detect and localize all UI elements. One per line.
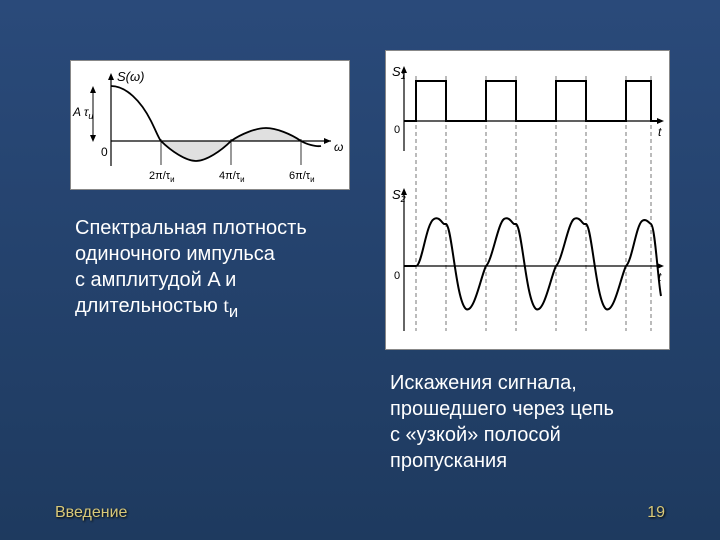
caption-left-line-3: длительностью — [75, 295, 223, 317]
page-number: 19 — [647, 504, 665, 522]
origin-label: 0 — [101, 145, 108, 159]
caption-right-line-1: прошедшего через цепь — [390, 398, 614, 420]
caption-left-line-2: с амплитудой A и — [75, 269, 236, 291]
signals-svg: S1 0 t S2 0 t — [386, 51, 671, 351]
caption-right-line-2: с «узкой» полосой — [390, 424, 561, 446]
caption-right: Искажения сигнала, прошедшего через цепь… — [390, 370, 680, 474]
xtick-0: 2π/τи — [149, 170, 175, 184]
xtick-1: 4π/τи — [219, 170, 245, 184]
amplitude-label: A τи — [72, 105, 93, 121]
s2-origin: 0 — [394, 270, 400, 282]
signal-distortion-diagram: S1 0 t S2 0 t — [385, 50, 670, 350]
footer-title: Введение — [55, 504, 127, 522]
spectral-y-label: S(ω) — [117, 69, 144, 84]
spectral-density-diagram: S(ω) A τи 0 ω 2π/τи 4π/τи 6π/τи — [70, 60, 350, 190]
caption-left-line-1: одиночного импульса — [75, 243, 275, 265]
x-axis-label: ω — [334, 140, 343, 154]
s1-label: S1 — [392, 64, 406, 81]
caption-left: Спектральная плотность одиночного импуль… — [75, 215, 375, 323]
s1-x-label: t — [658, 125, 662, 139]
xtick-2: 6π/τи — [289, 170, 315, 184]
spectral-svg: S(ω) A τи 0 ω 2π/τи 4π/τи 6π/τи — [71, 61, 351, 191]
tau-sub: и — [229, 302, 238, 321]
s1-origin: 0 — [394, 124, 400, 136]
caption-right-line-0: Искажения сигнала, — [390, 372, 577, 394]
caption-right-line-3: пропускания — [390, 450, 507, 472]
caption-left-line-0: Спектральная плотность — [75, 217, 307, 239]
